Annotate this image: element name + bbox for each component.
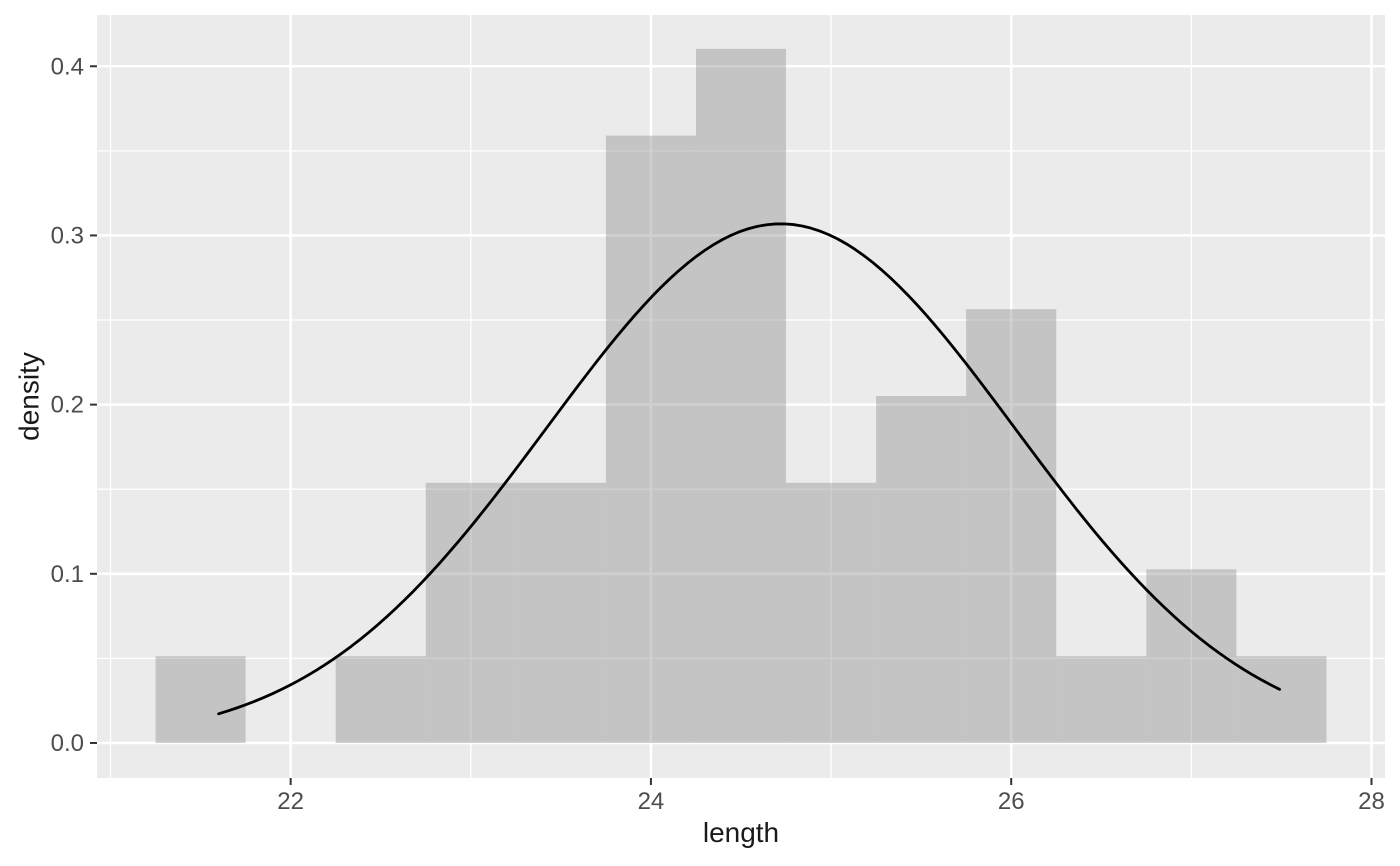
y-axis-tick-label: 0.3 — [51, 222, 84, 249]
y-axis-tick-label: 0.2 — [51, 392, 84, 419]
histogram-bar — [966, 309, 1057, 743]
axis-ticks-layer — [90, 65, 1373, 785]
y-axis-tick-label: 0.1 — [51, 561, 84, 588]
panel-layer — [97, 15, 1385, 778]
histogram-bar — [695, 48, 787, 743]
density-curve — [217, 222, 1282, 716]
y-axis-tick-label: 0.4 — [51, 53, 84, 80]
histogram-bar — [1236, 656, 1327, 743]
x-axis-tick-label: 26 — [998, 788, 1025, 815]
panel-background — [97, 15, 1385, 778]
x-axis-title: length — [703, 817, 779, 848]
histogram-bar — [515, 482, 606, 743]
histogram-bar — [876, 395, 967, 743]
histogram-bar — [425, 482, 516, 743]
histogram-bar — [335, 656, 426, 743]
y-axis-title: density — [14, 352, 45, 441]
y-axis-tick-label: 0.0 — [51, 730, 84, 757]
minor-gridlines-layer — [97, 15, 1385, 778]
x-axis-tick-label: 24 — [638, 788, 665, 815]
histogram-bar — [605, 135, 696, 743]
x-axis-tick-label: 28 — [1358, 788, 1385, 815]
major-gridlines-layer — [97, 15, 1385, 778]
histogram-bar — [1056, 656, 1147, 743]
histogram-bar — [155, 656, 246, 743]
density-curve-layer — [217, 222, 1282, 716]
histogram-bar — [786, 482, 877, 743]
x-axis-tick-label: 22 — [277, 788, 304, 815]
histogram-bars-layer — [155, 48, 1327, 743]
tick-labels-layer: 22 24 26 28 0.0 0.1 0.2 0.3 0.4 — [51, 53, 1385, 815]
